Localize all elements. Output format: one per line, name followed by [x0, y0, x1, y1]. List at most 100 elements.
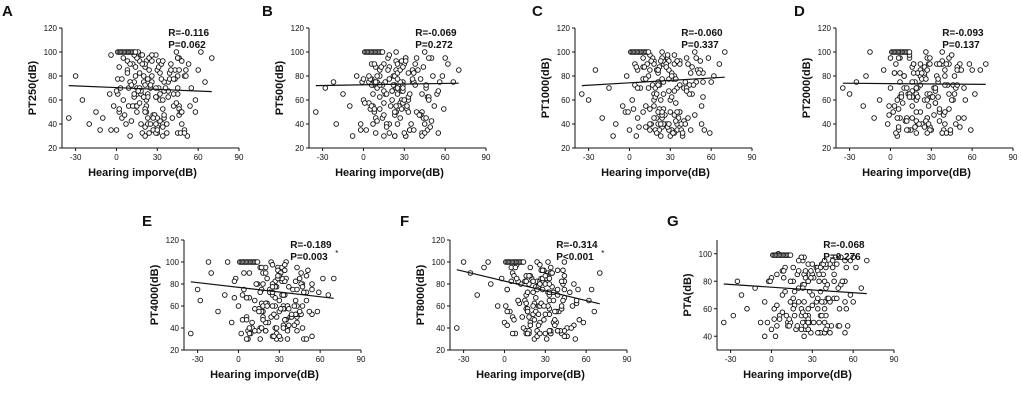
- panel-d-point: [890, 109, 896, 115]
- panel-d-point: [936, 106, 943, 112]
- panel-b-point: [456, 67, 462, 73]
- panel-b-point: [439, 73, 446, 79]
- panel-g: G -30 0 30 60 90 40 60 80 100 Hearing imporve(dB) P…: [667, 213, 899, 381]
- panel-c-x-tick-label: -30: [583, 153, 595, 162]
- panel-g-point: [805, 319, 811, 326]
- panel-c-point: [707, 130, 713, 136]
- panel-b-y-label: PT500(dB): [274, 60, 286, 115]
- panel-f-r-value: R=-0.314: [556, 240, 598, 251]
- panel-a-point: [116, 106, 122, 112]
- panel-g-r-value: R=-0.068: [823, 240, 865, 251]
- panel-b-point: [392, 109, 398, 115]
- panel-c-point: [701, 127, 708, 133]
- panel-e-point: [286, 306, 292, 312]
- panel-b-point: [401, 130, 408, 136]
- panel-f-point: [552, 317, 558, 323]
- panel-c-point: [653, 130, 660, 136]
- panel-d-point: [943, 61, 950, 67]
- panel-a-point: [127, 61, 133, 67]
- panel-e-point: [277, 306, 284, 312]
- panel-f-point: [488, 281, 494, 287]
- panel-e-point: [282, 317, 288, 323]
- panel-d-point: [916, 121, 922, 127]
- panel-e-point: [238, 330, 244, 337]
- panel-f-point: [526, 314, 532, 320]
- panel-a-point: [123, 121, 129, 127]
- panel-a-point: [169, 115, 176, 121]
- panel-a-point: [195, 67, 201, 73]
- panel-a-point: [131, 91, 137, 97]
- panel-a-y-tick-label: 40: [48, 120, 57, 129]
- panel-a-point: [86, 121, 92, 127]
- panel-g-point: [816, 319, 822, 326]
- panel-c-y-tick-label: 60: [561, 96, 570, 105]
- panel-d-point: [957, 124, 963, 130]
- panel-c-point: [683, 55, 690, 61]
- panel-f-point: [572, 336, 579, 342]
- panel-a-point: [146, 67, 152, 73]
- panel-e-point: [256, 308, 262, 315]
- panel-g-point: [834, 261, 840, 267]
- panel-g-point: [838, 254, 844, 260]
- panel-a-point: [192, 97, 199, 103]
- panel-f-point: [542, 273, 549, 279]
- panel-d-point: [863, 73, 869, 79]
- panel-g-point: [858, 285, 865, 291]
- panel-d-point: [917, 61, 924, 67]
- panel-g-point: [802, 268, 809, 274]
- panel-b-point: [394, 85, 401, 91]
- panel-e-point: [292, 297, 299, 304]
- panel-b-point: [405, 70, 412, 76]
- panel-d-point: [939, 130, 945, 136]
- panel-d-point: [942, 121, 948, 127]
- panel-a-point: [139, 52, 146, 58]
- panel-b-point: [377, 94, 383, 100]
- panel-d-point: [898, 94, 905, 100]
- panel-g-point: [774, 323, 780, 329]
- panel-g-point: [787, 299, 794, 305]
- panel-e-point: [258, 325, 265, 331]
- panel-d-point: [913, 85, 920, 91]
- panel-a-point: [145, 115, 151, 121]
- panel-e-p-mark: *: [335, 249, 338, 258]
- panel-b-point: [394, 61, 401, 67]
- panel-c-fit-line: [581, 76, 725, 87]
- panel-g-y-tick-label: 100: [699, 250, 713, 259]
- panel-d-x-tick-label: 0: [888, 153, 893, 162]
- panel-d-point: [894, 97, 901, 103]
- panel-c-point: [647, 67, 653, 73]
- panel-a-point: [153, 121, 159, 127]
- panel-f-point: [543, 336, 550, 342]
- panel-e-point: [258, 264, 265, 271]
- panel-f-point: [535, 322, 542, 329]
- panel-a-point: [149, 58, 155, 64]
- panel-g-x-tick-label: 30: [808, 355, 817, 364]
- panel-e-point: [262, 270, 269, 276]
- panel-a-point: [165, 94, 171, 100]
- panel-a-point: [198, 49, 204, 55]
- panel-b-point: [330, 79, 337, 85]
- panel-g-point: [805, 306, 811, 312]
- panel-e-point: [292, 278, 299, 285]
- panel-g-point: [836, 306, 843, 312]
- panel-b-point: [419, 133, 425, 139]
- panel-a-point: [183, 73, 189, 79]
- panel-a-point: [120, 97, 127, 103]
- panel-b-x-tick-label: 90: [482, 153, 491, 162]
- panel-b-point: [372, 79, 379, 85]
- panel-f-x-tick-label: 0: [502, 355, 507, 364]
- panel-f-point: [524, 289, 531, 296]
- panel-g-point: [787, 252, 794, 258]
- panel-c-point: [653, 91, 660, 97]
- panel-e-x-tick-label: 30: [275, 355, 284, 364]
- panel-b-y-tick-label: 20: [295, 144, 304, 153]
- panel-b-point: [426, 97, 432, 103]
- panel-g-point: [787, 278, 794, 285]
- panel-g-point: [850, 254, 856, 260]
- panel-a-point: [170, 91, 177, 97]
- panel-e-point: [260, 317, 266, 323]
- panel-c-point: [658, 121, 664, 127]
- panel-a-point: [168, 67, 174, 73]
- panel-g-point: [821, 257, 828, 264]
